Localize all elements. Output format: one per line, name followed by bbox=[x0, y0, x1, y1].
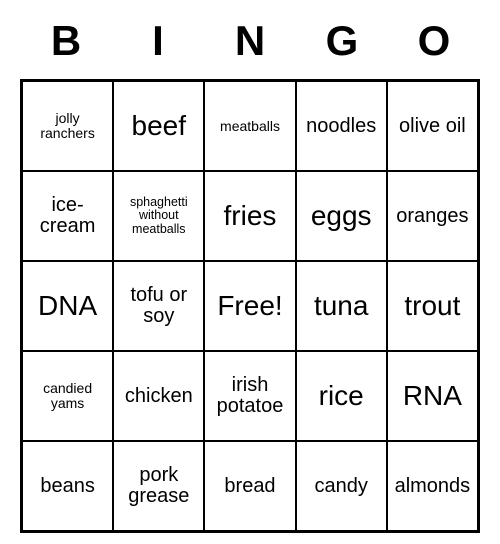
bingo-cell[interactable]: candied yams bbox=[22, 351, 113, 441]
bingo-cell[interactable]: ice-cream bbox=[22, 171, 113, 261]
bingo-cell[interactable]: meatballs bbox=[204, 81, 295, 171]
bingo-cell[interactable]: trout bbox=[387, 261, 478, 351]
bingo-cell[interactable]: noodles bbox=[296, 81, 387, 171]
bingo-cell[interactable]: fries bbox=[204, 171, 295, 261]
bingo-cell[interactable]: tofu or soy bbox=[113, 261, 204, 351]
bingo-cell[interactable]: beans bbox=[22, 441, 113, 531]
header-letter: O bbox=[388, 17, 480, 65]
bingo-cell[interactable]: bread bbox=[204, 441, 295, 531]
bingo-free-cell[interactable]: Free! bbox=[204, 261, 295, 351]
bingo-card: B I N G O jolly ranchersbeefmeatballsnoo… bbox=[20, 11, 480, 533]
bingo-cell[interactable]: beef bbox=[113, 81, 204, 171]
bingo-header: B I N G O bbox=[20, 11, 480, 79]
bingo-cell[interactable]: eggs bbox=[296, 171, 387, 261]
bingo-grid: jolly ranchersbeefmeatballsnoodlesolive … bbox=[20, 79, 480, 533]
header-letter: N bbox=[204, 17, 296, 65]
header-letter: B bbox=[20, 17, 112, 65]
bingo-cell[interactable]: oranges bbox=[387, 171, 478, 261]
bingo-cell[interactable]: candy bbox=[296, 441, 387, 531]
bingo-cell[interactable]: DNA bbox=[22, 261, 113, 351]
bingo-cell[interactable]: sphaghetti without meatballs bbox=[113, 171, 204, 261]
bingo-cell[interactable]: chicken bbox=[113, 351, 204, 441]
bingo-cell[interactable]: RNA bbox=[387, 351, 478, 441]
bingo-cell[interactable]: jolly ranchers bbox=[22, 81, 113, 171]
bingo-cell[interactable]: almonds bbox=[387, 441, 478, 531]
bingo-cell[interactable]: rice bbox=[296, 351, 387, 441]
bingo-cell[interactable]: tuna bbox=[296, 261, 387, 351]
header-letter: G bbox=[296, 17, 388, 65]
bingo-cell[interactable]: pork grease bbox=[113, 441, 204, 531]
header-letter: I bbox=[112, 17, 204, 65]
bingo-cell[interactable]: irish potatoe bbox=[204, 351, 295, 441]
bingo-cell[interactable]: olive oil bbox=[387, 81, 478, 171]
